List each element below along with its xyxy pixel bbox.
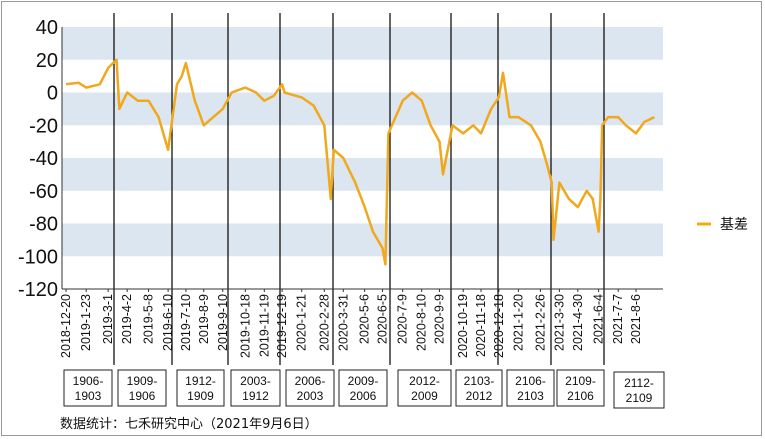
series-line-basis <box>65 58 655 266</box>
contract-label: 1906 <box>129 389 156 403</box>
x-tick-label: 2020-6-5 <box>375 294 389 344</box>
contract-label: 2103- <box>464 374 495 388</box>
x-tick-label: 2019-11-19 <box>257 294 271 357</box>
contract-label: 2106- <box>515 374 546 388</box>
contract-label: 2006- <box>295 374 326 388</box>
x-tick-label: 2019-3-1 <box>101 294 115 344</box>
contract-label: 2103 <box>517 389 544 403</box>
x-tick-label: 2021-4-30 <box>571 294 585 351</box>
y-tick-label: -60 <box>29 181 58 203</box>
grid-band <box>62 27 663 60</box>
contract-label: 1909- <box>127 374 158 388</box>
grid-band <box>62 92 663 126</box>
x-tick-label: 2021-8-6 <box>629 294 643 344</box>
contract-box <box>613 371 665 409</box>
x-tick-label: 2020-11-18 <box>474 294 488 357</box>
grid-band <box>62 158 663 191</box>
x-tick-label: 2020-2-28 <box>317 294 331 351</box>
x-tick-label: 2019-1-23 <box>79 294 93 351</box>
contract-label: 1909 <box>187 389 214 403</box>
y-tick-label: -80 <box>29 214 58 236</box>
x-tick-label: 2020-10-19 <box>456 294 470 358</box>
y-tick-label: -20 <box>29 115 58 137</box>
x-tick-label: 2019-6-10 <box>161 294 175 351</box>
contract-label: 2009 <box>411 389 438 403</box>
x-tick-label: 2020-5-6 <box>358 294 372 344</box>
x-tick-label: 2019-5-8 <box>142 294 156 344</box>
contract-label: 2003 <box>297 389 324 403</box>
x-tick-label: 2021-2-26 <box>533 294 547 351</box>
contract-box <box>506 369 555 407</box>
x-tick-label: 2020-7-9 <box>396 294 410 344</box>
x-tick-label: 2021-7-7 <box>611 294 625 344</box>
contract-dividers <box>113 13 605 365</box>
contract-box <box>230 369 281 407</box>
y-tick-label: -120 <box>18 279 58 301</box>
x-tick-label: 2021-6-4 <box>592 294 606 344</box>
x-tick-label: 2019-10-18 <box>238 294 252 358</box>
y-tick-label: 40 <box>36 17 58 39</box>
contract-box <box>338 369 388 407</box>
contract-label: 2009- <box>348 374 379 388</box>
contract-label: 2006 <box>350 389 377 403</box>
plot-bands <box>62 27 663 257</box>
contract-label: 1912 <box>242 389 269 403</box>
x-tick-label: 2020-3-31 <box>336 294 350 351</box>
x-tick-label: 2020-9-9 <box>432 294 446 344</box>
contract-label: 1912- <box>185 374 216 388</box>
contract-box <box>63 369 113 407</box>
contract-boxes: 1906-1903 1909-1906 1912-1909 2003-1912 2006… <box>63 369 665 409</box>
contract-label: 2003- <box>240 374 271 388</box>
grid-band <box>62 223 663 257</box>
contract-label: 1903 <box>75 389 102 403</box>
contract-box <box>397 369 452 407</box>
legend-label: 基差 <box>720 216 748 233</box>
y-axis: 40 20 0 -20 -40 -60 -80 -100 -120 <box>18 17 63 301</box>
y-tick-label: -100 <box>18 246 58 268</box>
y-tick-label: 20 <box>36 50 58 72</box>
x-tick-label: 2019-9-10 <box>216 294 230 351</box>
contract-box <box>117 369 167 407</box>
contract-box <box>176 369 225 407</box>
x-tick-label: 2020-12-18 <box>492 294 506 358</box>
x-tick-label: 2018-12-20 <box>59 294 73 358</box>
contract-label: 2112- <box>624 376 654 390</box>
contract-label: 2106 <box>567 389 594 403</box>
contract-label: 2109 <box>626 391 653 405</box>
contract-label: 2109- <box>565 374 596 388</box>
x-tick-label: 2020-1-21 <box>295 294 309 351</box>
contract-box <box>556 369 605 407</box>
series-lines <box>65 58 655 266</box>
x-tick-label: 2019-8-9 <box>197 294 211 344</box>
y-tick-label: -40 <box>29 148 58 170</box>
x-tick-label: 2019-12-19 <box>275 294 289 358</box>
contract-box <box>285 369 335 407</box>
source-note: 数据统计：七禾研究中心（2021年9月6日） <box>60 417 318 432</box>
contract-box <box>455 369 503 407</box>
contract-label: 1906- <box>73 374 104 388</box>
y-tick-label: 0 <box>47 83 58 105</box>
contract-label: 2012 <box>466 389 493 403</box>
legend: 基差 <box>697 216 748 233</box>
x-tick-label: 2019-4-2 <box>120 294 134 344</box>
x-tick-label: 2021-1-20 <box>511 294 525 351</box>
x-tick-label: 2021-3-30 <box>552 294 566 351</box>
x-tick-label: 2020-8-10 <box>415 294 429 351</box>
x-tick-label: 2019-7-10 <box>179 294 193 351</box>
contract-label: 2012- <box>409 374 440 388</box>
x-axis: 2018-12-20 2019-1-23 2019-3-1 2019-4-2 2019-… <box>59 288 663 358</box>
